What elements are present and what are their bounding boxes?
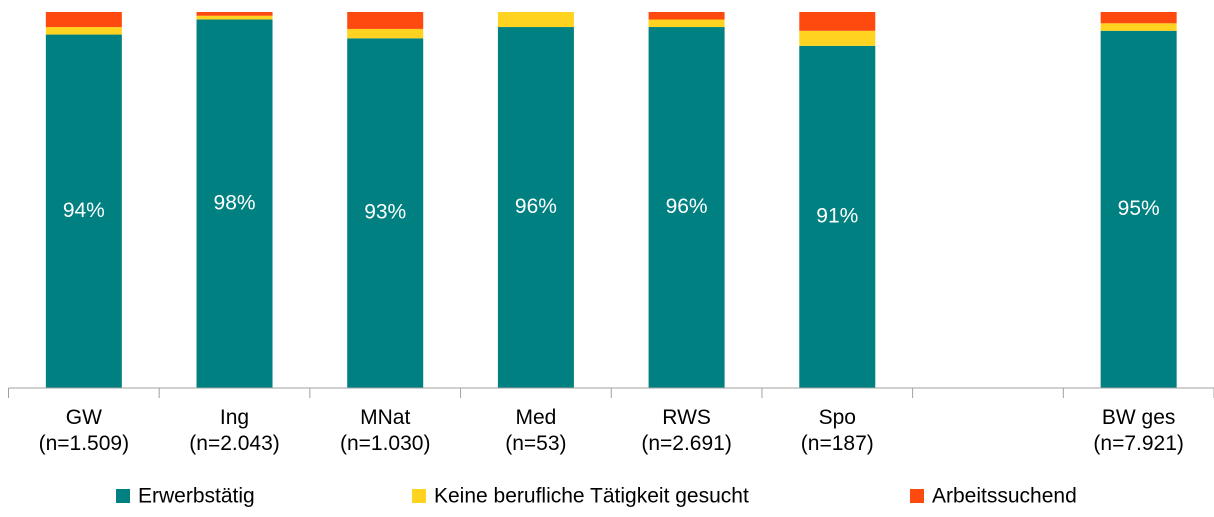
value-label: 98%	[214, 191, 256, 214]
bar-segment	[45, 34, 122, 389]
value-label: 94%	[63, 199, 105, 222]
bar-segment	[1100, 12, 1177, 24]
legend-label: Keine berufliche Tätigkeit gesucht	[434, 485, 749, 508]
x-tick-label: Spo (n=187)	[800, 406, 874, 455]
value-label: 93%	[364, 201, 406, 224]
bar-segment	[196, 15, 273, 20]
bar-segment	[799, 30, 876, 46]
bar-segment	[347, 12, 424, 29]
bar-segment	[497, 12, 574, 28]
value-label: 96%	[515, 195, 557, 218]
bar-segment	[648, 19, 725, 28]
bar-segment	[1100, 23, 1177, 31]
legend-swatch	[116, 489, 130, 503]
bar-segment	[1100, 30, 1177, 389]
bar-segment	[347, 38, 424, 388]
x-tick-label: BW ges (n=7.921)	[1093, 406, 1184, 455]
value-label: 95%	[1118, 197, 1160, 220]
bar-segment	[196, 12, 273, 16]
bar-segment	[196, 19, 273, 389]
legend-label: Erwerbstätig	[138, 485, 255, 508]
bar-segment	[648, 27, 725, 388]
legend-swatch	[910, 489, 924, 503]
bar-segment	[347, 28, 424, 39]
bar-segment	[799, 45, 876, 389]
x-tick-label: MNat (n=1.030)	[339, 406, 431, 455]
value-label: 96%	[666, 195, 708, 218]
x-tick-label: RWS (n=2.691)	[641, 406, 732, 455]
x-tick-label: GW (n=1.509)	[38, 406, 130, 455]
bar-segment	[497, 27, 574, 388]
bar-segment	[45, 27, 122, 35]
legend-label: Arbeitssuchend	[932, 485, 1077, 508]
legend-swatch	[412, 489, 426, 503]
x-tick-label: Ing (n=2.043)	[189, 406, 280, 455]
value-label: 91%	[816, 204, 858, 227]
bar-segment	[799, 12, 876, 31]
x-tick-label: Med (n=53)	[505, 406, 567, 455]
bar-segment	[45, 12, 122, 28]
bar-segment	[648, 12, 725, 20]
